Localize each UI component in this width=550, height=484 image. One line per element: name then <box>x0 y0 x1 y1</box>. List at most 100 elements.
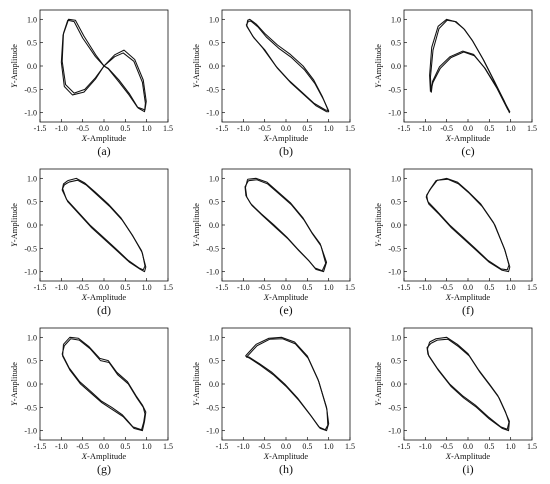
plot-frame <box>221 327 351 441</box>
x-tick-label: 1.0 <box>324 283 334 292</box>
trajectory-series-2 <box>245 338 329 431</box>
y-tick-label: -1.0 <box>388 427 401 436</box>
y-axis-label-rest: -Amplitude <box>191 44 201 83</box>
x-axis-label-var: X <box>263 451 270 461</box>
y-tick-label: 0.0 <box>27 221 37 230</box>
x-tick-label: 0.0 <box>99 442 109 451</box>
panel-label: (c) <box>461 144 474 158</box>
x-tick-label: 1.0 <box>142 124 152 133</box>
x-tick-label: 0.5 <box>302 442 312 451</box>
y-axis-label-rest: -Amplitude <box>373 362 383 401</box>
x-tick-label: -1.0 <box>419 442 432 451</box>
x-tick-label: -1.0 <box>55 283 68 292</box>
y-tick-label: 0.0 <box>391 62 401 71</box>
trajectory-series-2 <box>60 18 147 111</box>
x-tick-label: 1.5 <box>345 283 355 292</box>
x-tick-label: -1.0 <box>55 124 68 133</box>
y-axis-label: Y-Amplitude <box>9 44 19 88</box>
y-axis-label-group: Y-Amplitude <box>191 362 201 406</box>
chart-panel: -1.5 -1.0 -0.5 0.0 0.5 1.0 1.5 -1.0 -0.5 0.0 0.5 1.… <box>9 327 173 476</box>
y-tick-label: -0.5 <box>206 244 219 253</box>
trajectory-series-2 <box>429 19 511 113</box>
x-tick-label: 0.5 <box>484 124 494 133</box>
y-tick-label: 1.0 <box>209 15 219 24</box>
y-axis-label: Y-Amplitude <box>191 203 201 247</box>
x-tick-label: -1.0 <box>419 283 432 292</box>
trajectory-series-1 <box>62 336 147 432</box>
chart-panel: -1.5 -1.0 -0.5 0.0 0.5 1.0 1.5 -1.0 -0.5 0.0 0.5 1.… <box>9 168 173 317</box>
y-tick-label: -0.5 <box>388 244 401 253</box>
x-axis-label: X-Amplitude <box>81 292 127 302</box>
x-tick-label: -1.5 <box>34 283 47 292</box>
x-tick-label: 0.0 <box>281 124 291 133</box>
x-tick-label: 1.5 <box>527 124 537 133</box>
y-axis-label: Y-Amplitude <box>191 44 201 88</box>
plot-frame <box>39 168 169 282</box>
y-axis-label: Y-Amplitude <box>373 203 383 247</box>
y-axis-label: Y-Amplitude <box>373 44 383 88</box>
x-axis-label-rest: -Amplitude <box>269 451 308 461</box>
x-tick-label: 0.5 <box>120 283 130 292</box>
x-tick-label: 0.0 <box>463 442 473 451</box>
plot-frame <box>221 9 351 123</box>
trajectory-series-2 <box>61 338 146 431</box>
y-axis-label-var: Y <box>9 241 19 247</box>
x-tick-label: 0.0 <box>463 124 473 133</box>
y-tick-label: -0.5 <box>24 85 37 94</box>
panel-label: (a) <box>97 144 110 158</box>
y-tick-label: 0.5 <box>209 198 219 207</box>
trajectory-series-1 <box>245 336 330 432</box>
y-axis-label: Y-Amplitude <box>9 362 19 406</box>
x-axis-label-var: X <box>263 133 270 143</box>
chart-panel: -1.5 -1.0 -0.5 0.0 0.5 1.0 1.5 -1.0 -0.5 0.0 0.5 1.… <box>9 9 173 158</box>
plot-frame <box>221 168 351 282</box>
x-axis-label: X-Amplitude <box>445 451 491 461</box>
trajectory-series-1 <box>425 177 511 273</box>
y-tick-label: 0.5 <box>209 357 219 366</box>
y-tick-label: 0.0 <box>209 62 219 71</box>
y-axis-label-var: Y <box>373 400 383 406</box>
x-tick-label: -1.5 <box>216 283 229 292</box>
y-axis-label: Y-Amplitude <box>9 203 19 247</box>
x-axis-label-rest: -Amplitude <box>269 133 308 143</box>
y-tick-label: -1.0 <box>388 109 401 118</box>
panel-label: (b) <box>279 144 293 158</box>
x-tick-label: 1.0 <box>142 283 152 292</box>
chart-panel: -1.5 -1.0 -0.5 0.0 0.5 1.0 1.5 -1.0 -0.5 0.0 0.5 1.… <box>191 168 355 317</box>
y-axis-label-rest: -Amplitude <box>9 203 19 242</box>
x-axis-label: X-Amplitude <box>81 133 127 143</box>
y-tick-label: 1.0 <box>391 174 401 183</box>
y-axis-label-group: Y-Amplitude <box>373 44 383 88</box>
panel-label: (h) <box>279 462 293 476</box>
x-tick-label: -1.5 <box>216 124 229 133</box>
y-tick-label: 0.5 <box>27 39 37 48</box>
x-tick-label: 1.0 <box>142 442 152 451</box>
x-tick-label: 1.5 <box>163 442 173 451</box>
y-tick-label: -0.5 <box>24 244 37 253</box>
y-axis-label-rest: -Amplitude <box>191 203 201 242</box>
x-axis-label-var: X <box>81 451 88 461</box>
x-tick-label: 0.5 <box>302 124 312 133</box>
x-tick-label: 1.0 <box>506 283 516 292</box>
x-tick-label: 0.5 <box>120 124 130 133</box>
y-tick-label: 0.0 <box>391 380 401 389</box>
y-axis-label-rest: -Amplitude <box>191 362 201 401</box>
x-axis-label: X-Amplitude <box>263 451 309 461</box>
chart-panel: -1.5 -1.0 -0.5 0.0 0.5 1.0 1.5 -1.0 -0.5 0.0 0.5 1.… <box>191 9 355 158</box>
y-axis-label: Y-Amplitude <box>191 362 201 406</box>
x-axis-label-var: X <box>81 133 88 143</box>
panel-label: (e) <box>279 303 292 317</box>
y-tick-label: -1.0 <box>206 427 219 436</box>
x-tick-label: -0.5 <box>440 442 453 451</box>
trajectory-series-2 <box>62 179 146 271</box>
y-tick-label: -0.5 <box>388 85 401 94</box>
x-tick-label: -0.5 <box>76 283 89 292</box>
y-tick-label: -1.0 <box>24 109 37 118</box>
y-tick-label: 0.5 <box>27 198 37 207</box>
x-tick-label: -1.0 <box>419 124 432 133</box>
x-tick-label: -1.5 <box>398 124 411 133</box>
x-tick-label: -1.0 <box>237 283 250 292</box>
x-axis-label-rest: -Amplitude <box>87 451 126 461</box>
x-tick-label: 1.0 <box>324 124 334 133</box>
